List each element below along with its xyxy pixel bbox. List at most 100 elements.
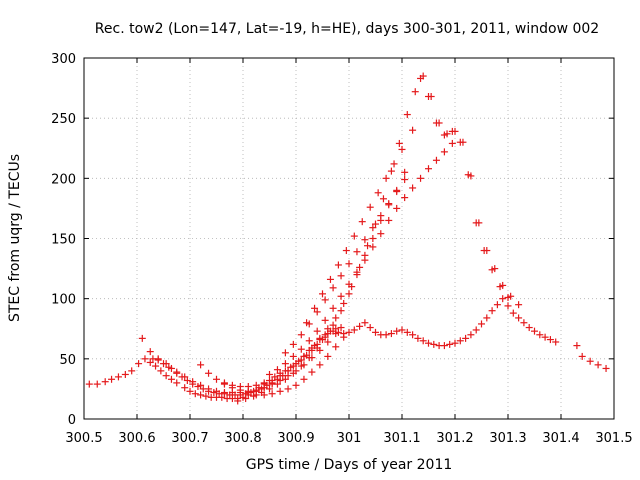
data-point <box>531 327 538 335</box>
data-point <box>205 369 213 377</box>
data-point <box>578 352 586 360</box>
x-tick-label: 300.6 <box>118 431 155 446</box>
data-point <box>157 367 165 375</box>
data-point <box>146 358 154 366</box>
data-point <box>353 248 361 256</box>
data-point <box>138 334 146 342</box>
data-point <box>189 378 197 386</box>
data-point <box>419 337 427 345</box>
data-point <box>337 307 345 315</box>
data-point <box>552 338 560 346</box>
data-point <box>345 280 353 288</box>
x-tick-label: 301.2 <box>436 431 473 446</box>
axis-ticks: 300.5 300.6 300.7 300.8 300.9 301 301.1 301.2 30… <box>51 52 632 446</box>
data-point <box>403 111 411 119</box>
y-tick-label: 150 <box>51 233 76 248</box>
data-point <box>377 230 385 238</box>
data-point <box>281 349 289 357</box>
data-point <box>369 243 377 251</box>
data-point <box>313 344 321 352</box>
data-point <box>252 381 260 389</box>
data-point <box>509 309 517 317</box>
y-tick-label: 200 <box>51 172 76 187</box>
data-point <box>321 296 329 304</box>
data-point <box>300 352 308 360</box>
x-tick-label: 300.8 <box>224 431 261 446</box>
data-point <box>345 290 353 298</box>
data-point <box>329 321 337 329</box>
y-tick-label: 100 <box>51 293 76 308</box>
data-point <box>372 220 379 228</box>
data-point <box>284 385 292 393</box>
data-point <box>496 283 504 291</box>
data-point <box>173 379 181 387</box>
data-point <box>425 165 432 173</box>
data-point <box>440 342 448 350</box>
data-point <box>228 381 236 389</box>
data-point <box>186 387 194 395</box>
data-point <box>289 340 297 348</box>
data-point <box>499 295 507 303</box>
data-point <box>197 361 205 369</box>
data-point <box>448 139 456 147</box>
data-point <box>356 322 364 330</box>
data-point <box>515 314 523 322</box>
data-point <box>361 256 369 264</box>
data-point <box>165 363 173 371</box>
data-point <box>364 242 372 250</box>
data-point <box>85 380 93 388</box>
data-point <box>260 379 268 387</box>
data-point <box>385 216 393 224</box>
data-point <box>573 342 581 350</box>
data-point <box>483 314 491 322</box>
data-point <box>602 364 610 372</box>
x-tick-label: 301.5 <box>595 431 632 446</box>
data-point <box>350 232 358 240</box>
data-point <box>358 218 366 226</box>
data-point <box>401 176 409 184</box>
data-point <box>520 319 528 327</box>
data-point <box>372 328 379 336</box>
data-point <box>387 167 395 175</box>
data-point <box>395 139 403 147</box>
data-point <box>356 263 364 271</box>
data-point <box>350 326 358 334</box>
data-point <box>205 385 213 393</box>
x-tick-label: 301 <box>337 431 362 446</box>
data-point <box>440 148 448 156</box>
data-point <box>213 387 220 395</box>
data-point <box>462 334 470 342</box>
data-point <box>305 354 313 362</box>
data-point <box>379 195 387 203</box>
y-tick-label: 50 <box>59 353 76 368</box>
data-point <box>181 373 189 381</box>
data-point <box>326 275 334 283</box>
data-point <box>162 372 170 380</box>
data-point <box>319 290 326 298</box>
data-point <box>281 360 289 368</box>
data-point <box>276 387 284 395</box>
data-point <box>448 127 456 135</box>
data-point <box>236 383 244 391</box>
data-point <box>121 370 129 378</box>
data-point <box>340 333 348 341</box>
data-point <box>382 174 390 182</box>
data-point <box>385 200 393 208</box>
data-point <box>202 392 210 400</box>
y-tick-label: 0 <box>68 413 76 428</box>
y-tick-label: 300 <box>51 52 76 67</box>
data-point <box>191 390 199 398</box>
data-point <box>213 375 220 383</box>
data-point <box>472 219 480 227</box>
data-point <box>594 361 602 369</box>
x-tick-label: 300.5 <box>65 431 102 446</box>
data-point <box>382 331 390 339</box>
data-point <box>114 373 122 381</box>
data-point <box>276 372 284 380</box>
data-point <box>332 330 340 338</box>
data-point <box>329 304 337 312</box>
data-point <box>266 370 273 378</box>
data-point <box>488 307 496 315</box>
data-point <box>480 247 488 255</box>
